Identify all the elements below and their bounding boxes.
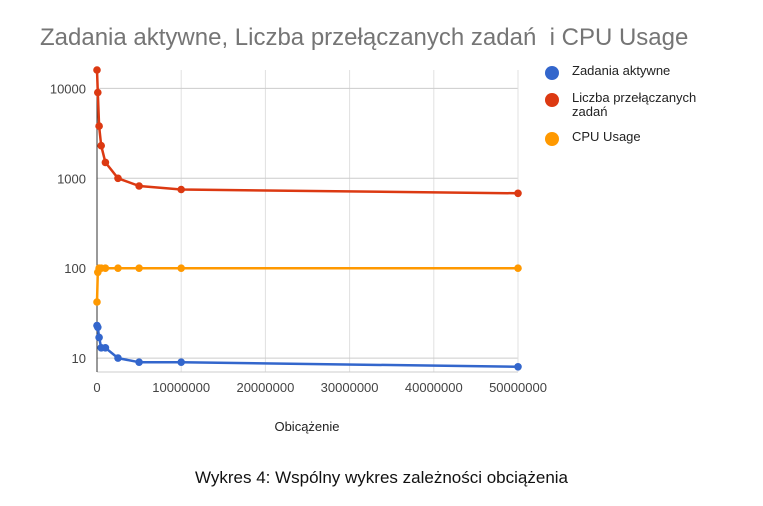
x-tick-label: 50000000 [489,380,547,395]
data-point-1 [514,189,522,198]
data-point-0 [101,344,110,352]
legend-label: CPU Usage [572,129,641,144]
legend-label: Liczba przełączanych zadań [572,90,697,119]
data-point-2 [114,264,122,273]
series-line-0 [95,325,519,369]
axis-layer: 0 10000000 20000000 30000000 40000000 5000000… [50,70,547,395]
x-tick-label: 0 [93,380,100,395]
data-point-0 [514,363,522,371]
data-point-2 [135,264,143,273]
data-point-0 [177,358,185,367]
data-point-0 [114,354,122,362]
data-point-2 [177,264,185,273]
data-point-1 [93,66,101,74]
legend-item-zadania-aktywne: Zadania aktywne [545,64,755,80]
figure-caption: Wykres 4: Wspólny wykres zależności obci… [194,468,569,487]
data-point-1 [94,88,102,97]
data-point-0 [95,333,103,342]
legend: Zadania aktywne Liczba przełączanych zad… [545,64,755,157]
legend-swatch [545,93,559,107]
data-point-1 [95,122,103,130]
legend-swatch [545,66,559,80]
chart-plot: 0 10000000 20000000 30000000 40000000 5000000… [50,66,547,434]
series-line-2 [95,266,518,303]
legend-label: Zadania aktywne [572,63,671,78]
y-tick-label: 100 [64,261,86,276]
x-tick-label: 20000000 [236,380,294,395]
data-point-2 [93,298,101,306]
data-point-1 [114,174,122,183]
y-tick-label: 10000 [50,81,86,96]
grid-layer [97,70,519,373]
data-point-1 [97,141,105,150]
x-tick-label: 30000000 [321,380,379,395]
data-point-1 [135,182,143,190]
data-point-2 [101,264,110,273]
series-layer [93,66,522,371]
y-tick-label: 1000 [57,171,86,186]
legend-item-cpu-usage: CPU Usage [545,130,755,146]
x-axis-title: Obicążenie [274,419,339,434]
data-point-0 [94,323,102,332]
chart-title: Zadania aktywne, Liczba przełączanych za… [40,24,689,51]
y-tick-label: 10 [72,351,86,366]
legend-swatch [545,132,559,146]
x-tick-label: 10000000 [152,380,210,395]
data-point-1 [101,158,110,167]
x-tick-label: 40000000 [405,380,463,395]
data-point-0 [135,358,143,367]
legend-item-liczba-przelaczanych-zadan: Liczba przełączanych zadań [545,91,755,119]
data-point-2 [514,264,522,273]
data-point-1 [177,185,185,194]
